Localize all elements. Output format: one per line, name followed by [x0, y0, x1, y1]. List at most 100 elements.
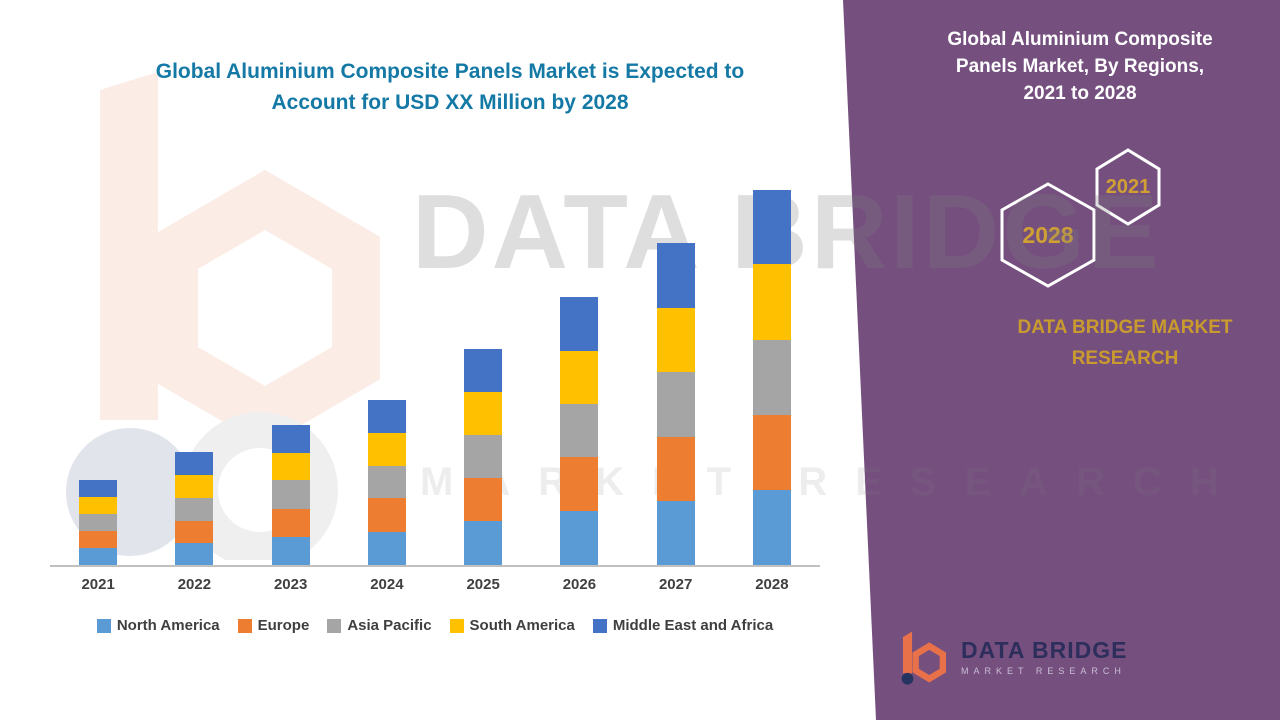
- bar-segment-south-america-2028: [752, 264, 791, 340]
- bar-segment-north-america-2025: [464, 521, 503, 565]
- bar-segment-europe-2026: [560, 457, 599, 512]
- bar-segment-middle-east-and-africa-2021: [79, 479, 118, 497]
- hexagon-year-2028: 2028: [1022, 221, 1074, 248]
- bar-segment-middle-east-and-africa-2022: [175, 452, 214, 476]
- bar-stack-2027: [656, 155, 695, 565]
- bar-segment-south-america-2026: [560, 350, 599, 404]
- stacked-bar-chart: 2021 2022 2023 2024 2025 2026 2027 2028 North A…: [50, 155, 820, 634]
- legend-item-south-america: South America: [449, 617, 575, 634]
- bar-group-2021: [50, 155, 146, 565]
- bar-group-2023: [243, 155, 339, 565]
- bar-segment-asia-pacific-2021: [79, 513, 118, 531]
- bar-group-2027: [628, 155, 724, 565]
- chart-title-line-1: Global Aluminium Composite Panels Market…: [155, 60, 745, 83]
- bar-segment-asia-pacific-2023: [271, 480, 310, 509]
- bar-segment-asia-pacific-2026: [560, 403, 599, 458]
- bar-group-2024: [339, 155, 435, 565]
- bar-group-2022: [146, 155, 242, 565]
- logo-subtitle: MARKET RESEARCH: [961, 666, 1126, 676]
- bar-segment-north-america-2027: [656, 500, 695, 565]
- bar-segment-middle-east-and-africa-2026: [560, 296, 599, 351]
- right-title-line-3: 2021 to 2028: [1023, 83, 1137, 104]
- right-title-line-2: Panels Market, By Regions,: [955, 56, 1205, 77]
- legend-swatch-south-america: [449, 618, 464, 633]
- right-title-line-1: Global Aluminium Composite: [947, 29, 1213, 50]
- chart-title: Global Aluminium Composite Panels Market…: [90, 56, 810, 118]
- legend-label-europe: Europe: [257, 617, 310, 634]
- chart-title-line-2: Account for USD XX Million by 2028: [271, 91, 629, 114]
- x-axis-label-2023: 2023: [273, 576, 308, 593]
- bar-stack-2024: [367, 155, 406, 565]
- brand-text: DATA BRIDGE MARKET RESEARCH: [1017, 317, 1233, 369]
- bar-segment-south-america-2023: [271, 453, 310, 481]
- bar-stack-2026: [560, 155, 599, 565]
- hexagon-badge-2021: 2021: [1094, 148, 1162, 226]
- bar-segment-asia-pacific-2022: [175, 497, 214, 521]
- bar-segment-north-america-2026: [560, 511, 599, 565]
- x-axis-labels: 2021 2022 2023 2024 2025 2026 2027 2028: [50, 576, 820, 593]
- bar-segment-north-america-2028: [752, 489, 791, 565]
- legend-item-europe: Europe: [237, 617, 310, 634]
- hexagon-outline-icon: [1095, 148, 1161, 226]
- bar-segment-middle-east-and-africa-2024: [367, 400, 406, 433]
- x-axis-label-2028: 2028: [755, 576, 789, 593]
- legend-label-asia-pacific: Asia Pacific: [347, 617, 432, 634]
- x-axis-label-2027: 2027: [658, 576, 693, 593]
- bar-segment-south-america-2025: [464, 391, 503, 436]
- x-axis-label-2025: 2025: [466, 576, 500, 593]
- logo-name: DATA BRIDGE: [961, 637, 1128, 663]
- bar-segment-north-america-2021: [79, 547, 118, 565]
- legend-swatch-middle-east-and-africa: [592, 618, 607, 633]
- bar-segment-europe-2027: [656, 436, 695, 501]
- legend-swatch-europe: [237, 618, 252, 633]
- bar-group-2025: [435, 155, 531, 565]
- bar-stack-2021: [79, 155, 118, 565]
- bar-segment-south-america-2022: [175, 475, 214, 498]
- legend-label-south-america: South America: [469, 617, 575, 634]
- x-axis-label-2026: 2026: [562, 576, 597, 593]
- right-panel: [843, 0, 1280, 720]
- legend-swatch-asia-pacific: [327, 618, 342, 633]
- databridge-logomark-icon: [901, 631, 947, 685]
- x-axis-label-2024: 2024: [370, 576, 404, 593]
- bar-stack-2023: [271, 155, 310, 565]
- bar-segment-europe-2025: [464, 477, 503, 522]
- legend-swatch-north-america: [96, 618, 111, 633]
- bar-stack-2022: [175, 155, 214, 565]
- bar-segment-asia-pacific-2027: [656, 371, 695, 437]
- databridge-logo: DATA BRIDGE MARKET RESEARCH: [893, 628, 1127, 686]
- bar-segment-asia-pacific-2025: [464, 435, 503, 478]
- bar-segment-south-america-2027: [656, 307, 695, 372]
- hexagon-badge-2028: 2028: [998, 182, 1098, 288]
- bar-segment-europe-2024: [367, 498, 406, 532]
- legend-item-asia-pacific: Asia Pacific: [327, 617, 432, 634]
- bar-stack-2025: [464, 155, 503, 565]
- bar-group-2026: [531, 155, 627, 565]
- bar-segment-north-america-2023: [271, 536, 310, 565]
- bar-segment-europe-2022: [175, 520, 214, 543]
- chart-plot: [50, 155, 820, 567]
- bar-segment-south-america-2021: [79, 496, 118, 514]
- bar-segment-north-america-2022: [175, 542, 214, 565]
- bar-segment-south-america-2024: [367, 432, 406, 466]
- legend-label-middle-east-and-africa: Middle East and Africa: [612, 617, 774, 634]
- bar-segment-asia-pacific-2024: [367, 465, 406, 499]
- bar-group-2028: [724, 155, 820, 565]
- legend-item-middle-east-and-africa: Middle East and Africa: [592, 617, 774, 634]
- bar-stack-2028: [752, 155, 791, 565]
- bar-segment-north-america-2024: [367, 531, 406, 565]
- bar-segment-middle-east-and-africa-2028: [752, 190, 791, 265]
- legend-label-north-america: North America: [116, 617, 220, 634]
- right-panel-title: Global Aluminium Composite Panels Market…: [930, 26, 1230, 107]
- x-axis-label-2022: 2022: [177, 576, 212, 593]
- hexagon-outline-icon: [1000, 182, 1096, 288]
- bar-segment-middle-east-and-africa-2023: [271, 424, 310, 454]
- bar-segment-europe-2028: [752, 414, 791, 490]
- bar-segment-europe-2021: [79, 530, 118, 548]
- x-axis-label-2021: 2021: [81, 576, 115, 593]
- bar-segment-asia-pacific-2028: [752, 339, 791, 415]
- bar-segment-middle-east-and-africa-2025: [464, 348, 503, 392]
- hexagon-year-2021: 2021: [1105, 175, 1151, 198]
